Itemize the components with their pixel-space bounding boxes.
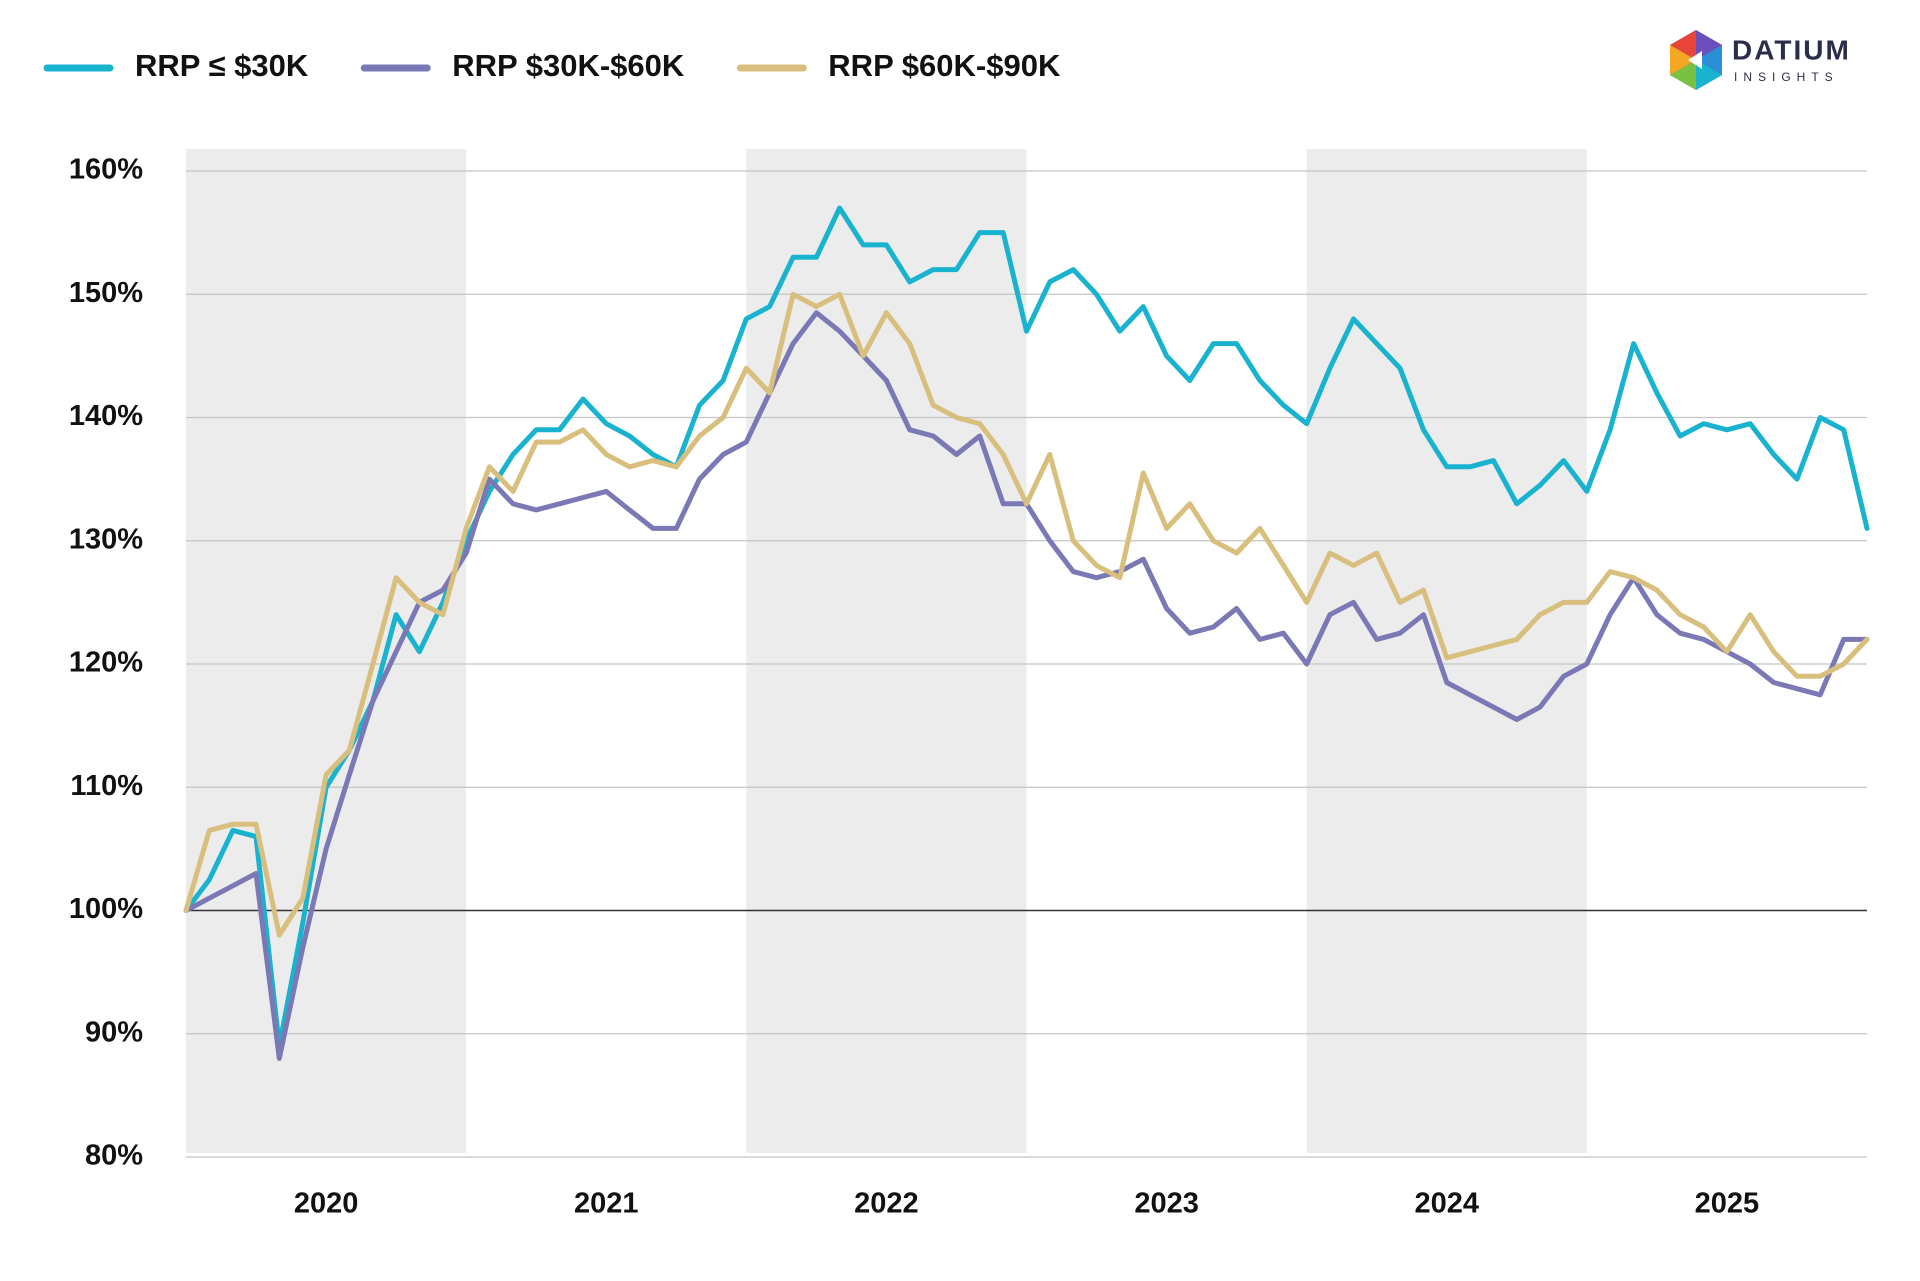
logo-mark [1688, 51, 1702, 69]
logo-mark [1670, 45, 1696, 75]
legend-label: RRP $30K-$60K [452, 48, 685, 83]
y-tick-label: 80% [85, 1140, 143, 1172]
y-tick-label: 90% [85, 1016, 143, 1048]
logo-name: DATIUM [1732, 34, 1851, 65]
y-tick-label: 120% [69, 647, 143, 679]
x-tick-label: 2025 [1695, 1188, 1760, 1220]
x-tick-label: 2022 [854, 1188, 919, 1220]
logo: DATIUM INSIGHTS [1670, 30, 1851, 90]
year-band [186, 149, 467, 1153]
legend-label: RRP ≤ $30K [135, 48, 309, 83]
y-tick-label: 150% [69, 277, 143, 309]
x-tick-label: 2020 [294, 1188, 359, 1220]
x-tick-label: 2024 [1414, 1188, 1479, 1220]
y-tick-label: 140% [69, 400, 143, 432]
y-tick-label: 160% [69, 154, 143, 186]
logo-mark [1696, 30, 1722, 60]
logo-mark [1696, 60, 1722, 90]
logo-mark [1670, 60, 1696, 90]
y-tick-label: 110% [70, 770, 143, 802]
x-tick-label: 2021 [574, 1188, 639, 1220]
series-line [183, 291, 1870, 938]
x-tick-label: 2023 [1134, 1188, 1199, 1220]
year-band [746, 149, 1027, 1153]
logo-mark [1670, 30, 1696, 60]
y-tick-label: 100% [69, 893, 143, 925]
logo-tagline: INSIGHTS [1734, 70, 1839, 84]
y-tick-label: 130% [69, 523, 143, 555]
legend-label: RRP $60K-$90K [828, 48, 1061, 83]
series-line [183, 205, 1870, 1049]
